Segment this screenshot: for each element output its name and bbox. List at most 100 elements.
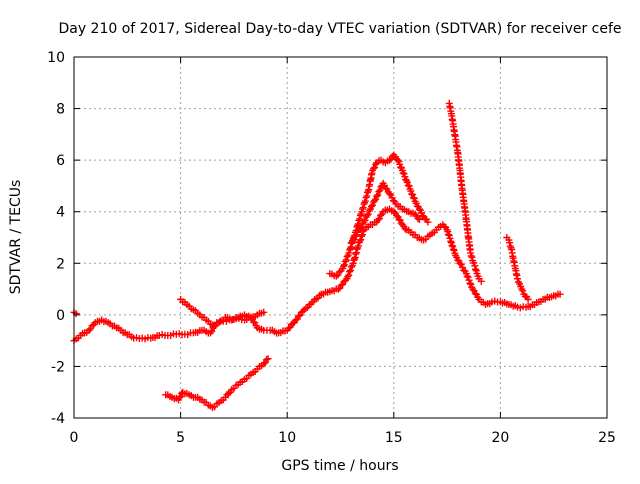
data-point: [177, 392, 185, 400]
x-tick-label: 20: [491, 430, 509, 446]
x-tick-label: 25: [598, 430, 616, 446]
data-point: [351, 232, 359, 240]
data-point: [519, 287, 527, 295]
data-point: [466, 279, 474, 287]
data-point: [513, 275, 521, 283]
data-point: [342, 256, 350, 264]
data-point: [374, 216, 382, 224]
data-point: [87, 325, 95, 333]
x-tick-label: 0: [70, 430, 79, 446]
data-point: [355, 216, 363, 224]
x-tick-label: 10: [278, 430, 296, 446]
data-point: [295, 312, 303, 320]
data-point: [524, 295, 532, 303]
data-point: [363, 192, 371, 200]
data-point: [358, 232, 366, 240]
x-axis-label: GPS time / hours: [281, 458, 398, 474]
data-point: [368, 201, 376, 209]
data-point: [359, 205, 367, 213]
data-point: [264, 355, 272, 363]
data-point: [386, 190, 394, 198]
data-points: [70, 99, 564, 412]
data-point: [448, 242, 456, 250]
data-point: [362, 194, 370, 202]
data-point: [260, 360, 268, 368]
data-point: [371, 197, 379, 205]
y-tick-label: 4: [56, 205, 65, 221]
data-point: [347, 263, 355, 271]
data-point: [361, 199, 369, 207]
data-point: [225, 390, 233, 398]
data-point: [471, 262, 479, 270]
data-point: [371, 163, 379, 171]
data-point: [346, 244, 354, 252]
data-point: [477, 277, 485, 285]
data-point: [424, 218, 432, 226]
data-point: [415, 205, 423, 213]
y-axis-label: SDTVAR / TECUs: [8, 180, 24, 295]
y-tick-label: 8: [56, 102, 65, 118]
data-point: [367, 203, 375, 211]
data-point: [356, 224, 364, 232]
data-point: [354, 242, 362, 250]
data-point: [374, 191, 382, 199]
data-point: [345, 271, 353, 279]
data-point: [370, 165, 378, 173]
data-point: [361, 216, 369, 224]
data-point: [356, 211, 364, 219]
data-point: [363, 212, 371, 220]
data-point: [340, 261, 348, 269]
data-point: [341, 257, 349, 265]
data-point: [85, 326, 93, 334]
data-point: [414, 215, 422, 223]
data-point: [350, 235, 358, 243]
data-point: [376, 186, 384, 194]
grid-lines: [74, 57, 607, 418]
chart-title: Day 210 of 2017, Sidereal Day-to-day VTE…: [58, 21, 621, 37]
axis-ticks: 0 5 10 15 20 25 -4 -2 0 2 4 6 8 10: [47, 50, 616, 446]
data-point: [346, 268, 354, 276]
y-tick-label: 2: [56, 256, 65, 272]
data-point: [393, 212, 401, 220]
data-point: [176, 394, 184, 402]
data-point: [347, 266, 355, 274]
data-point: [463, 272, 471, 280]
data-point: [340, 262, 348, 270]
data-point: [334, 271, 342, 279]
data-point: [332, 272, 340, 280]
data-point: [401, 225, 409, 233]
data-point: [394, 156, 402, 164]
data-point: [361, 197, 369, 205]
data-point: [377, 211, 385, 219]
data-point: [356, 237, 364, 245]
data-point: [375, 188, 383, 196]
data-point: [456, 259, 464, 267]
data-point: [404, 181, 412, 189]
data-point: [88, 322, 96, 330]
data-point: [359, 204, 367, 212]
data-point: [372, 160, 380, 168]
y-tick-label: -4: [51, 411, 65, 427]
data-point: [506, 239, 514, 247]
data-point: [358, 231, 366, 239]
data-point: [445, 230, 453, 238]
x-tick-label: 5: [176, 430, 185, 446]
y-tick-label: -2: [51, 359, 65, 375]
data-point: [386, 156, 394, 164]
data-point: [373, 192, 381, 200]
data-point: [556, 290, 564, 298]
data-point: [208, 327, 216, 335]
y-tick-label: 0: [56, 308, 65, 324]
y-tick-label: 10: [47, 50, 65, 66]
data-point: [334, 285, 342, 293]
data-point: [348, 237, 356, 245]
data-point: [356, 215, 364, 223]
data-point: [260, 308, 268, 316]
data-point: [399, 169, 407, 177]
data-point: [345, 249, 353, 257]
data-point: [285, 324, 293, 332]
data-point: [468, 253, 476, 261]
data-point: [364, 210, 372, 218]
data-point: [357, 223, 365, 231]
